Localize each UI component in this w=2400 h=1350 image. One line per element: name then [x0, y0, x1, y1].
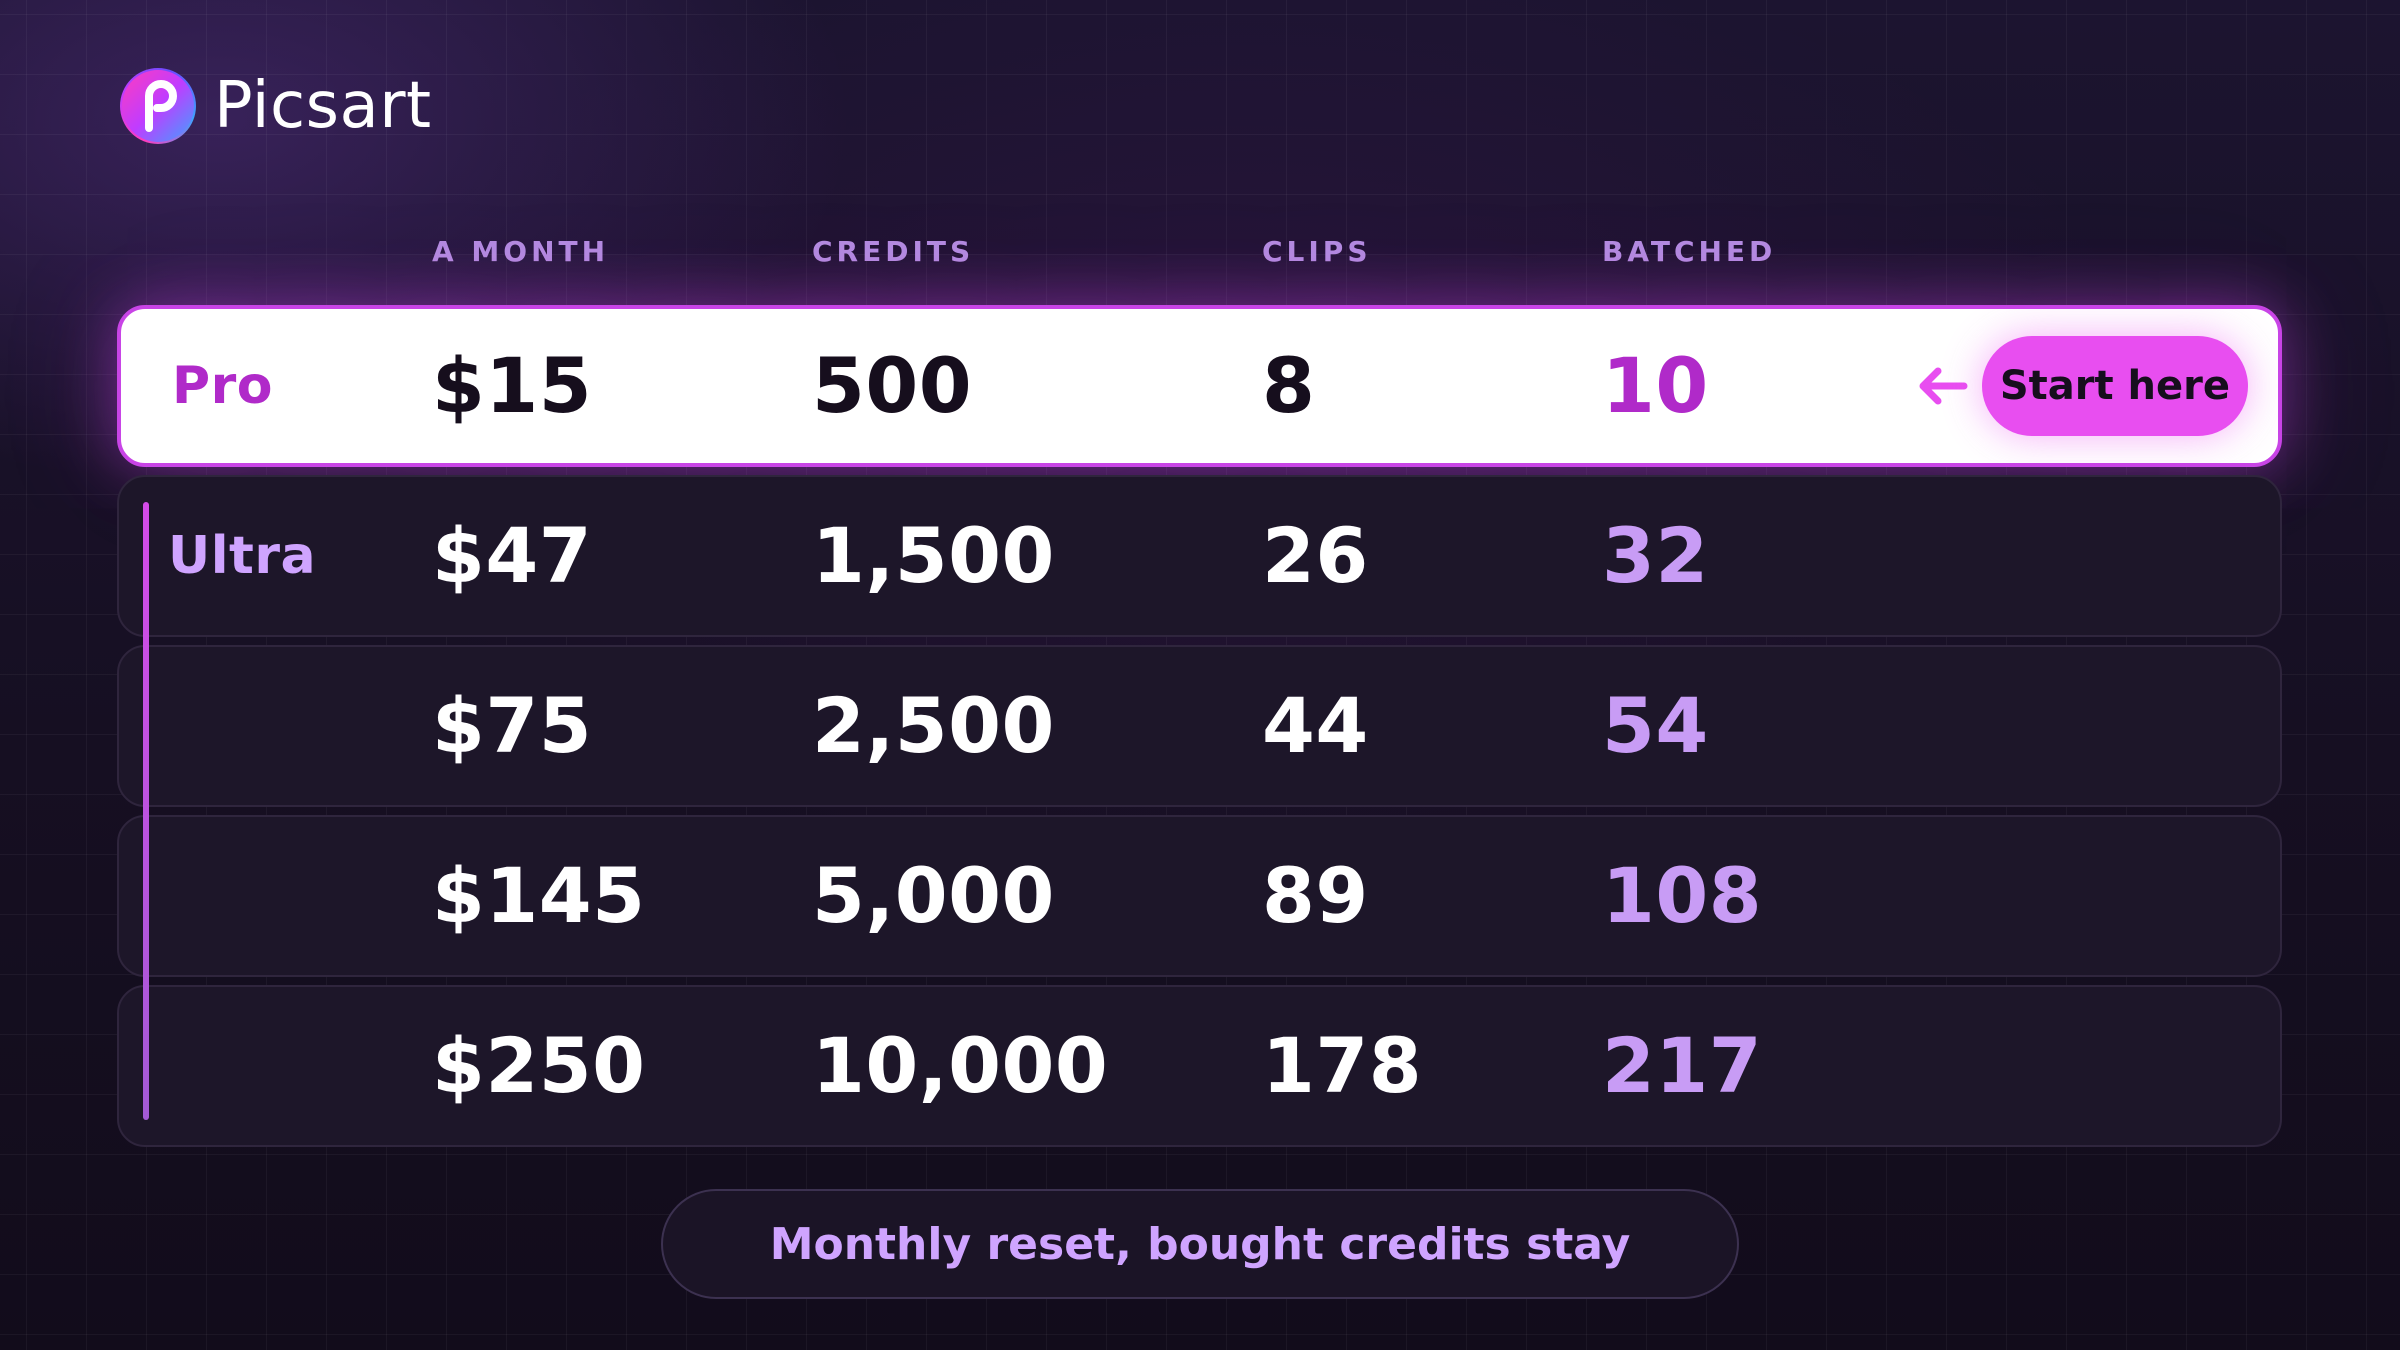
- arrow-left-icon: [1919, 367, 1968, 405]
- footer-note: Monthly reset, bought credits stay: [661, 1189, 1739, 1299]
- plan-row-ultra-75: $75 2,500 44 54: [117, 645, 2282, 807]
- column-header-batched: BATCHED: [1602, 235, 1777, 268]
- price-cell: $250: [432, 1021, 646, 1110]
- batched-cell: 32: [1602, 511, 1709, 600]
- clips-cell: 26: [1262, 511, 1369, 600]
- column-header-clips: CLIPS: [1262, 235, 1372, 268]
- price-cell: $15: [432, 341, 593, 430]
- clips-cell: 8: [1262, 341, 1316, 430]
- plan-row-ultra-47: Ultra $47 1,500 26 32: [117, 475, 2282, 637]
- price-cell: $75: [432, 681, 593, 770]
- clips-cell: 178: [1262, 1021, 1423, 1110]
- credits-cell: 1,500: [812, 511, 1055, 600]
- credits-cell: 5,000: [812, 851, 1055, 940]
- tier-label: Ultra: [168, 526, 317, 586]
- batched-cell: 10: [1602, 341, 1709, 430]
- clips-cell: 44: [1262, 681, 1369, 770]
- ultra-group-bracket: [143, 502, 149, 1120]
- brand-name: Picsart: [214, 69, 432, 143]
- picsart-logo-icon: [120, 68, 196, 144]
- batched-cell: 108: [1602, 851, 1763, 940]
- plan-row-ultra-145: $145 5,000 89 108: [117, 815, 2282, 977]
- credits-cell: 500: [812, 341, 973, 430]
- batched-cell: 54: [1602, 681, 1709, 770]
- clips-cell: 89: [1262, 851, 1369, 940]
- tier-label: Pro: [172, 356, 273, 416]
- column-header-credits: CREDITS: [812, 235, 975, 268]
- plan-row-pro: Pro $15 500 8 10 Start here: [117, 305, 2282, 467]
- column-header-month: A MONTH: [432, 235, 610, 268]
- price-cell: $145: [432, 851, 646, 940]
- credits-cell: 2,500: [812, 681, 1055, 770]
- start-here-button[interactable]: Start here: [1981, 336, 2248, 436]
- price-cell: $47: [432, 511, 593, 600]
- batched-cell: 217: [1602, 1021, 1763, 1110]
- start-here-group: Start here: [1916, 309, 2248, 463]
- credits-cell: 10,000: [812, 1021, 1109, 1110]
- picsart-logo: Picsart: [120, 66, 432, 146]
- plan-row-ultra-250: $250 10,000 178 217: [117, 985, 2282, 1147]
